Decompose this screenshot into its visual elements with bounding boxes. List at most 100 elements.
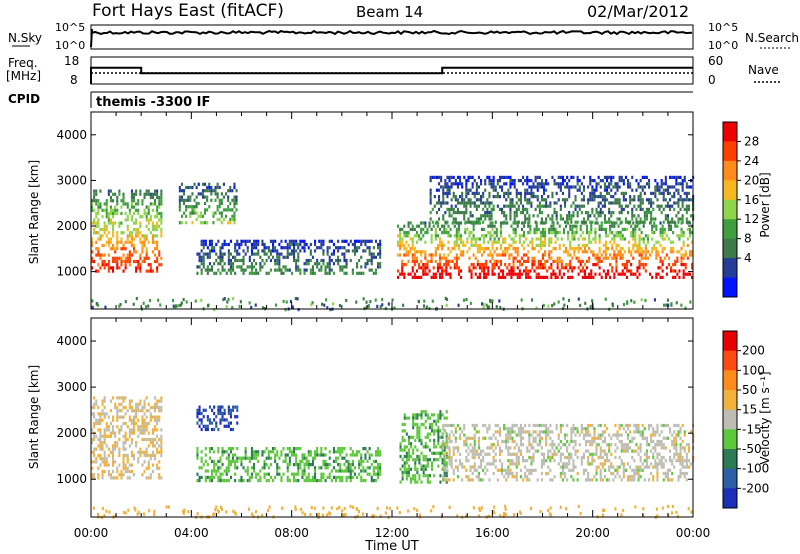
- scatter-cell: [147, 218, 150, 222]
- scatter-cell: [630, 253, 633, 257]
- scatter-cell: [412, 474, 415, 478]
- scatter-cell: [428, 221, 431, 225]
- scatter-cell: [120, 263, 123, 267]
- scatter-cell: [145, 447, 148, 451]
- scatter-cell: [151, 234, 154, 238]
- scatter-cell: [116, 237, 119, 241]
- scatter-cell: [101, 441, 104, 445]
- scatter-cell: [617, 224, 620, 228]
- scatter-cell: [326, 265, 329, 269]
- scatter-cell: [381, 298, 384, 302]
- scatter-cell: [448, 191, 451, 195]
- scatter-cell: [158, 224, 161, 228]
- scatter-cell: [116, 466, 119, 470]
- scatter-cell: [343, 252, 346, 256]
- scatter-cell: [608, 191, 611, 195]
- scatter-cell: [496, 430, 499, 434]
- scatter-cell: [418, 432, 421, 436]
- scatter-cell: [648, 179, 651, 183]
- scatter-cell: [448, 175, 451, 179]
- scatter-cell: [443, 224, 446, 228]
- scatter-cell: [95, 402, 98, 406]
- scatter-cell: [639, 198, 642, 202]
- scatter-cell: [124, 211, 127, 216]
- scatter-cell: [455, 231, 458, 235]
- scatter-cell: [227, 463, 230, 467]
- scatter-cell: [685, 191, 688, 195]
- scatter-cell: [364, 479, 367, 483]
- scatter-cell: [613, 272, 616, 276]
- scatter-cell: [379, 265, 382, 269]
- scatter-cell: [233, 185, 236, 190]
- scatter-cell: [328, 475, 331, 479]
- scatter-cell: [405, 458, 408, 462]
- scatter-cell: [107, 243, 110, 248]
- scatter-cell: [588, 256, 591, 260]
- scatter-cell: [349, 447, 352, 451]
- scatter-cell: [141, 428, 144, 432]
- scatter-cell: [553, 302, 556, 306]
- scatter-cell: [399, 234, 402, 238]
- scatter-cell: [609, 275, 612, 279]
- scatter-cell: [455, 263, 458, 267]
- scatter-cell: [143, 418, 146, 422]
- scatter-cell: [554, 275, 557, 279]
- scatter-cell: [572, 175, 575, 179]
- scatter-cell: [598, 234, 601, 238]
- scatter-cell: [680, 256, 683, 260]
- scatter-cell: [130, 399, 133, 403]
- scatter-cell: [575, 227, 578, 231]
- scatter-cell: [422, 250, 425, 254]
- scatter-cell: [242, 249, 245, 253]
- scatter-cell: [401, 438, 404, 443]
- scatter-cell: [143, 431, 146, 435]
- scatter-cell: [233, 195, 236, 199]
- scatter-cell: [581, 259, 584, 263]
- scatter-cell: [502, 269, 505, 273]
- scatter-cell: [219, 405, 222, 409]
- scatter-cell: [660, 179, 663, 183]
- scatter-cell: [416, 448, 419, 452]
- scatter-cell: [109, 221, 112, 225]
- scatter-cell: [526, 217, 529, 221]
- scatter-cell: [439, 429, 442, 433]
- scatter-cell: [405, 432, 408, 436]
- scatter-cell: [429, 217, 432, 221]
- scatter-cell: [444, 465, 447, 469]
- scatter-cell: [128, 428, 131, 432]
- scatter-cell: [608, 211, 611, 215]
- scatter-cell: [232, 456, 235, 460]
- scatter-cell: [628, 250, 631, 254]
- scatter-cell: [103, 224, 106, 228]
- scatter-cell: [282, 246, 285, 250]
- scatter-cell: [229, 450, 232, 454]
- scatter-cell: [486, 305, 489, 309]
- scatter-cell: [307, 258, 310, 263]
- scatter-cell: [461, 478, 464, 482]
- scatter-cell: [523, 221, 526, 225]
- scatter-cell: [586, 266, 589, 270]
- scatter-cell: [590, 272, 593, 276]
- scatter-cell: [430, 237, 433, 241]
- scatter-cell: [562, 231, 565, 235]
- scatter-cell: [343, 447, 346, 451]
- scatter-cell: [587, 455, 590, 460]
- scatter-cell: [482, 305, 485, 309]
- scatter-cell: [128, 463, 131, 467]
- scatter-cell: [439, 240, 442, 244]
- scatter-cell: [507, 471, 510, 476]
- scatter-cell: [473, 443, 476, 447]
- scatter-cell: [571, 237, 574, 241]
- scatter-cell: [229, 415, 232, 419]
- scatter-cell: [416, 422, 419, 427]
- scatter-cell: [218, 198, 221, 202]
- scatter-cell: [126, 202, 129, 206]
- scatter-cell: [452, 433, 455, 437]
- scatter-cell: [122, 405, 125, 410]
- scatter-cell: [311, 463, 314, 467]
- scatter-cell: [613, 224, 616, 228]
- scatter-cell: [663, 231, 666, 235]
- scatter-cell: [513, 430, 516, 434]
- scatter-cell: [493, 224, 496, 228]
- scatter-cell: [99, 256, 102, 260]
